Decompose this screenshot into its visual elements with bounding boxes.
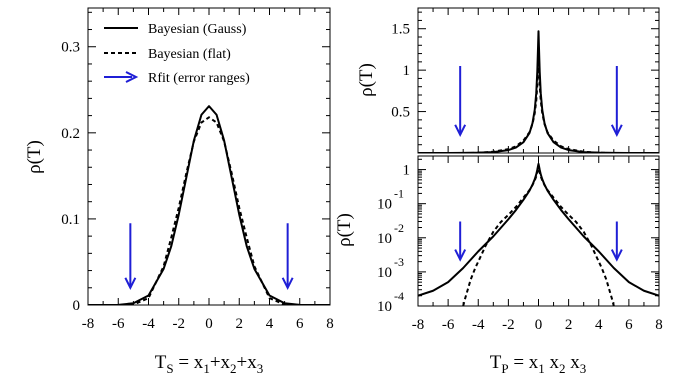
right-bottom-x-tick-label: -4: [472, 317, 485, 333]
right-bottom-chart-ticks: -8 -6 -4 -2 0 2 4 6 810-410-310-210-11: [377, 156, 663, 333]
right-bottom-series-gauss-line: [418, 162, 659, 297]
legend-arrow-icon: [125, 71, 139, 83]
legend-label-rfit: Rfit (error ranges): [148, 71, 250, 86]
right-top-chart-marks: [418, 30, 659, 153]
right-bottom-x-tick-label: -2: [502, 317, 515, 333]
right-bottom-y-tick-label: 1: [403, 163, 411, 179]
right-bottom-y-tick-label: 10: [377, 299, 392, 315]
right-bottom-chart-marks: [418, 162, 659, 306]
right-bottom-x-tick-label: 6: [625, 317, 633, 333]
left-x-tick-label: -4: [142, 316, 155, 332]
right-top-series-flat-line: [463, 62, 614, 153]
right-top-chart: 0.5 1 1.5 ρ(T): [356, 7, 660, 154]
right-bottom-y-tick-exponent: -3: [394, 255, 404, 269]
left-chart-ticks: -8 -6 -4 -2 0 2 4 6 8 0 0.1 0.2 0.3: [61, 8, 334, 332]
right-top-chart-ticks: 0.5 1 1.5: [391, 8, 660, 154]
right-x-axis-label: TP = x1 x2 x3: [490, 352, 587, 376]
right-bottom-series-group: [418, 162, 659, 306]
right-bottom-y-tick-exponent: -4: [394, 289, 404, 303]
right-top-y-tick-label: 0.5: [391, 105, 410, 121]
right-bottom-x-tick-label: -8: [412, 317, 425, 333]
left-chart: -8 -6 -4 -2 0 2 4 6 8 0 0.1 0.2 0.3 Bayesian (Gauss)…: [24, 7, 334, 376]
right-bottom-x-tick-label: 0: [535, 317, 543, 333]
left-x-tick-label: 0: [205, 316, 213, 332]
left-y-tick-label: 0.3: [61, 40, 80, 56]
right-bottom-chart: -8 -6 -4 -2 0 2 4 6 810-410-310-210-11 ρ(T) TP =…: [334, 155, 663, 376]
left-x-tick-label: 6: [296, 316, 304, 332]
right-top-rfit-arrowhead-right: [610, 124, 623, 138]
left-y-axis-label: ρ(T): [24, 140, 45, 174]
left-rfit-arrowhead-right: [281, 277, 294, 291]
right-bottom-chart-frame: [417, 155, 660, 307]
right-top-y-axis-label: ρ(T): [356, 63, 377, 97]
left-chart-frame: [87, 7, 331, 306]
left-y-tick-label: 0.1: [61, 212, 80, 228]
left-y-tick-label: 0: [73, 298, 81, 314]
right-top-chart-frame: [417, 7, 660, 154]
right-bottom-x-tick-label: -6: [442, 317, 455, 333]
left-x-tick-label: -6: [112, 316, 125, 332]
right-bottom-rfit-arrowhead-left: [454, 249, 467, 262]
left-series-group: [88, 105, 330, 305]
left-x-tick-label: 2: [236, 316, 244, 332]
right-top-rfit-arrowhead-left: [454, 124, 467, 138]
right-bottom-x-tick-label: 4: [595, 317, 603, 333]
right-bottom-y-tick-label: 10: [377, 197, 392, 213]
right-bottom-x-tick-label: 8: [655, 317, 663, 333]
legend-label-flat: Bayesian (flat): [148, 47, 231, 62]
right-bottom-y-tick-label: 10: [377, 265, 392, 281]
left-chart-marks: [88, 105, 330, 305]
legend-label-gauss: Bayesian (Gauss): [148, 22, 247, 37]
right-bottom-x-tick-label: 2: [565, 317, 573, 333]
right-bottom-y-axis-label: ρ(T): [334, 213, 355, 247]
right-top-y-tick-label: 1: [403, 63, 411, 79]
right-top-series-group: [418, 30, 659, 153]
right-top-y-tick-label: 1.5: [391, 22, 410, 38]
left-x-axis-label: TS = x1+x2+x3: [155, 352, 264, 376]
left-series-flat-line: [88, 116, 330, 305]
right-top-series-gauss-line: [418, 30, 659, 153]
right-bottom-y-tick-exponent: -2: [394, 221, 404, 235]
left-y-tick-label: 0.2: [61, 126, 80, 142]
left-series-gauss-line: [88, 105, 330, 305]
left-x-tick-label: -2: [173, 316, 186, 332]
right-bottom-rfit-arrowhead-right: [610, 249, 623, 262]
left-x-tick-label: -8: [82, 316, 95, 332]
right-bottom-y-tick-exponent: -1: [394, 187, 404, 201]
left-x-tick-label: 8: [326, 316, 334, 332]
left-rfit-arrowhead-left: [124, 277, 137, 291]
right-bottom-y-tick-label: 10: [377, 231, 392, 247]
legend: Bayesian (Gauss) Bayesian (flat) Rfit (e…: [104, 22, 250, 86]
left-x-tick-label: 4: [266, 316, 274, 332]
right-bottom-series-flat-line: [462, 167, 615, 306]
